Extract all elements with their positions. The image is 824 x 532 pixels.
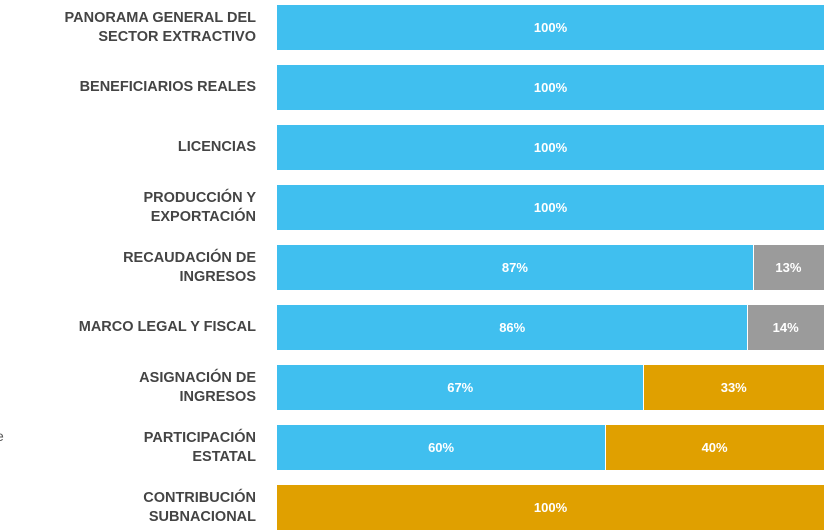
bar-segment [277, 485, 824, 530]
data-label: 60% [428, 440, 455, 455]
data-label: 100% [533, 20, 568, 35]
data-label: 100% [533, 80, 568, 95]
category-label: PRODUCCIÓN Y EXPORTACIÓN [143, 189, 256, 225]
data-label: 100% [533, 500, 568, 515]
annotation: e [0, 428, 4, 444]
category-label: MARCO LEGAL Y FISCAL [78, 319, 256, 335]
bar-segment [277, 5, 824, 50]
bar-segment [644, 365, 824, 410]
category-label: PARTICIPACIÓN ESTATAL [143, 429, 256, 465]
data-label: 13% [775, 260, 802, 275]
data-label: 14% [772, 320, 799, 335]
data-label: 67% [447, 380, 474, 395]
category-label: BENEFICIARIOS REALES [79, 79, 256, 95]
bar-segment [277, 125, 824, 170]
bar-segment [277, 65, 824, 110]
bar-segment [277, 425, 606, 470]
data-label: 40% [701, 440, 728, 455]
bar-segment [748, 305, 824, 350]
bar-segment [753, 245, 824, 290]
data-label: 86% [499, 320, 526, 335]
category-label: ASIGNACIÓN DE INGRESOS [139, 369, 256, 405]
data-label: 33% [720, 380, 747, 395]
data-label: 100% [533, 200, 568, 215]
bar-segment [277, 365, 644, 410]
bar-segment [277, 185, 824, 230]
category-label: LICENCIAS [177, 139, 256, 155]
bar-segment [277, 245, 753, 290]
bar-segment [277, 305, 748, 350]
data-label: 87% [501, 260, 528, 275]
data-label: 100% [533, 140, 568, 155]
category-label: PANORAMA GENERAL DEL SECTOR EXTRACTIVO [64, 9, 256, 45]
bar-segment [606, 425, 824, 470]
category-label: CONTRIBUCIÓN SUBNACIONAL [143, 489, 256, 525]
category-label: RECAUDACIÓN DE INGRESOS [123, 249, 256, 285]
